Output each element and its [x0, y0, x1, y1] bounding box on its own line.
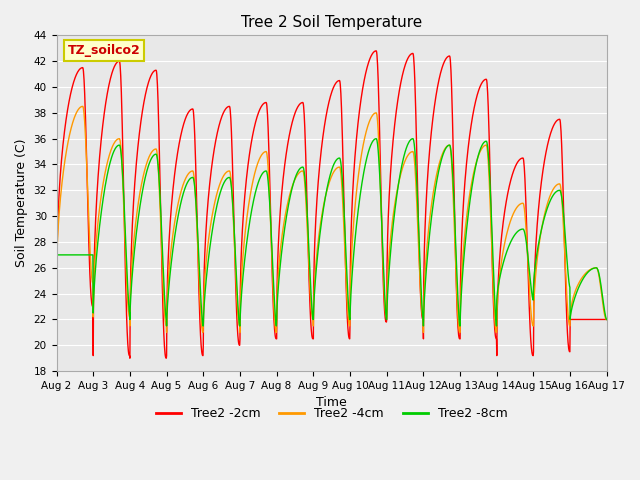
Line: Tree2 -8cm: Tree2 -8cm — [56, 139, 607, 326]
Y-axis label: Soil Temperature (C): Soil Temperature (C) — [15, 139, 28, 267]
Tree2 -2cm — [52, 304, 60, 310]
Tree2 -4cm — [259, 150, 267, 156]
Tree2 -8cm — [170, 237, 178, 242]
Tree2 -8cm — [372, 136, 380, 142]
Tree2 -2cm — [429, 118, 436, 123]
Tree2 -2cm — [372, 48, 380, 54]
Tree2 -4cm — [163, 329, 170, 335]
Tree2 -8cm — [277, 252, 285, 258]
Tree2 -4cm — [278, 237, 285, 242]
Tree2 -4cm — [171, 220, 179, 226]
Tree2 -4cm — [52, 280, 60, 286]
Line: Tree2 -2cm: Tree2 -2cm — [56, 51, 607, 358]
Tree2 -2cm — [126, 355, 134, 361]
Tree2 -8cm — [84, 252, 92, 258]
Tree2 -4cm — [603, 317, 611, 323]
Tree2 -4cm — [429, 194, 436, 200]
X-axis label: Time: Time — [316, 396, 347, 409]
Tree2 -8cm — [259, 170, 266, 176]
Tree2 -8cm — [429, 206, 436, 212]
Tree2 -8cm — [280, 230, 288, 236]
Tree2 -2cm — [84, 211, 92, 216]
Tree2 -8cm — [52, 252, 60, 258]
Text: TZ_soilco2: TZ_soilco2 — [68, 44, 140, 57]
Line: Tree2 -4cm: Tree2 -4cm — [56, 107, 607, 332]
Tree2 -4cm — [84, 206, 92, 212]
Legend: Tree2 -2cm, Tree2 -4cm, Tree2 -8cm: Tree2 -2cm, Tree2 -4cm, Tree2 -8cm — [151, 402, 512, 425]
Tree2 -2cm — [280, 168, 288, 174]
Tree2 -2cm — [277, 196, 285, 202]
Title: Tree 2 Soil Temperature: Tree 2 Soil Temperature — [241, 15, 422, 30]
Tree2 -8cm — [163, 323, 170, 329]
Tree2 -2cm — [170, 175, 178, 180]
Tree2 -4cm — [79, 104, 86, 109]
Tree2 -2cm — [603, 317, 611, 323]
Tree2 -2cm — [259, 102, 266, 108]
Tree2 -8cm — [603, 317, 611, 323]
Tree2 -4cm — [280, 218, 288, 224]
